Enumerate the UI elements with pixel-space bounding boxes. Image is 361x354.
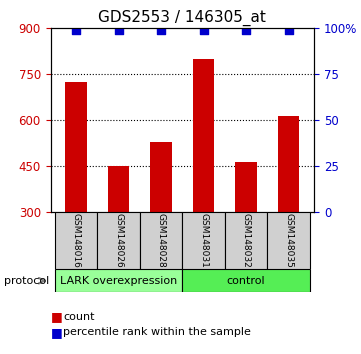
Bar — [55, 212, 97, 269]
Bar — [97, 212, 140, 269]
Bar — [267, 212, 310, 269]
Text: GSM148028: GSM148028 — [157, 213, 166, 268]
Text: control: control — [227, 275, 265, 286]
Bar — [235, 162, 257, 212]
Point — [73, 27, 79, 33]
Bar — [151, 142, 172, 212]
Point — [116, 27, 121, 33]
Bar — [55, 269, 182, 292]
Text: GSM148026: GSM148026 — [114, 213, 123, 268]
Text: protocol: protocol — [4, 276, 49, 286]
Point — [158, 27, 164, 33]
Bar — [108, 166, 129, 212]
Title: GDS2553 / 146305_at: GDS2553 / 146305_at — [98, 9, 266, 25]
Bar — [225, 212, 267, 269]
Text: count: count — [63, 312, 95, 322]
Point — [201, 27, 206, 33]
Bar — [140, 212, 182, 269]
Bar — [182, 212, 225, 269]
Text: ■: ■ — [51, 326, 62, 338]
Point — [243, 27, 249, 33]
Text: GSM148035: GSM148035 — [284, 213, 293, 268]
Bar — [182, 269, 310, 292]
Bar — [278, 116, 299, 212]
Text: percentile rank within the sample: percentile rank within the sample — [63, 327, 251, 337]
Text: GSM148031: GSM148031 — [199, 213, 208, 268]
Text: GSM148032: GSM148032 — [242, 213, 251, 268]
Bar — [65, 82, 87, 212]
Text: GSM148016: GSM148016 — [71, 213, 81, 268]
Point — [286, 27, 291, 33]
Text: LARK overexpression: LARK overexpression — [60, 275, 177, 286]
Bar — [193, 59, 214, 212]
Text: ■: ■ — [51, 310, 62, 323]
